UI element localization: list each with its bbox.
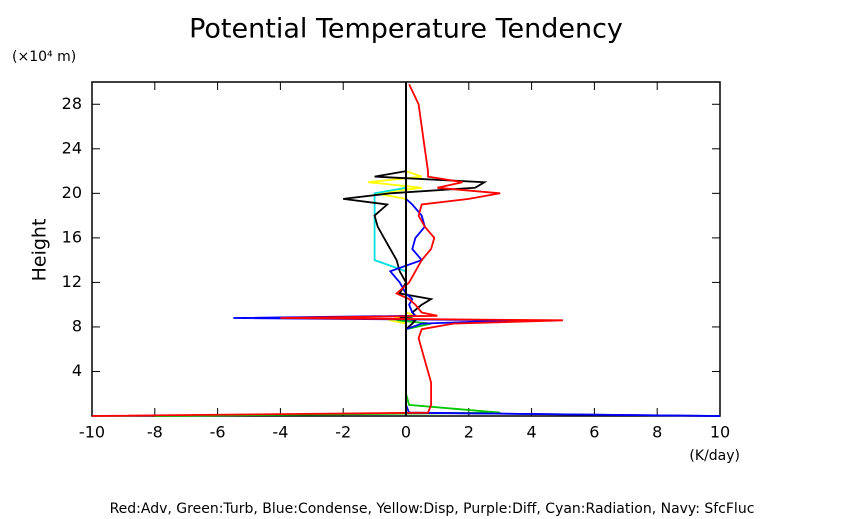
y-tick-label: 24: [62, 138, 82, 157]
x-tick-label: -4: [272, 423, 288, 442]
x-tick-label: 2: [464, 423, 474, 442]
profile-line: [154, 84, 501, 417]
x-tick-label: 4: [527, 423, 537, 442]
x-tick-label: 10: [710, 423, 730, 442]
profile-line: [91, 83, 564, 417]
y-tick-label: 8: [72, 316, 82, 335]
x-tick-label: 8: [652, 423, 662, 442]
y-tick-label: 28: [62, 94, 82, 113]
x-unit: (K/day): [689, 448, 740, 464]
profile-line: [233, 84, 721, 417]
y-tick-label: 4: [72, 361, 82, 380]
x-tick-label: 6: [589, 423, 599, 442]
y-tick-label: 12: [62, 272, 82, 291]
x-tick-label: -2: [335, 423, 351, 442]
x-tick-label: -6: [210, 423, 226, 442]
x-tick-label: -8: [147, 423, 163, 442]
y-unit: (×10⁴ m): [12, 49, 76, 65]
chart-title: Potential Temperature Tendency: [189, 14, 623, 45]
caption: Red:Adv, Green:Turb, Blue:Condense, Yell…: [110, 501, 755, 517]
x-tick-label: 0: [401, 423, 411, 442]
y-axis-label: Height: [29, 219, 51, 282]
y-tick-label: 20: [62, 183, 82, 202]
profile-line: [405, 84, 721, 417]
y-tick-label: 16: [62, 227, 82, 246]
x-tick-label: -10: [79, 423, 105, 442]
